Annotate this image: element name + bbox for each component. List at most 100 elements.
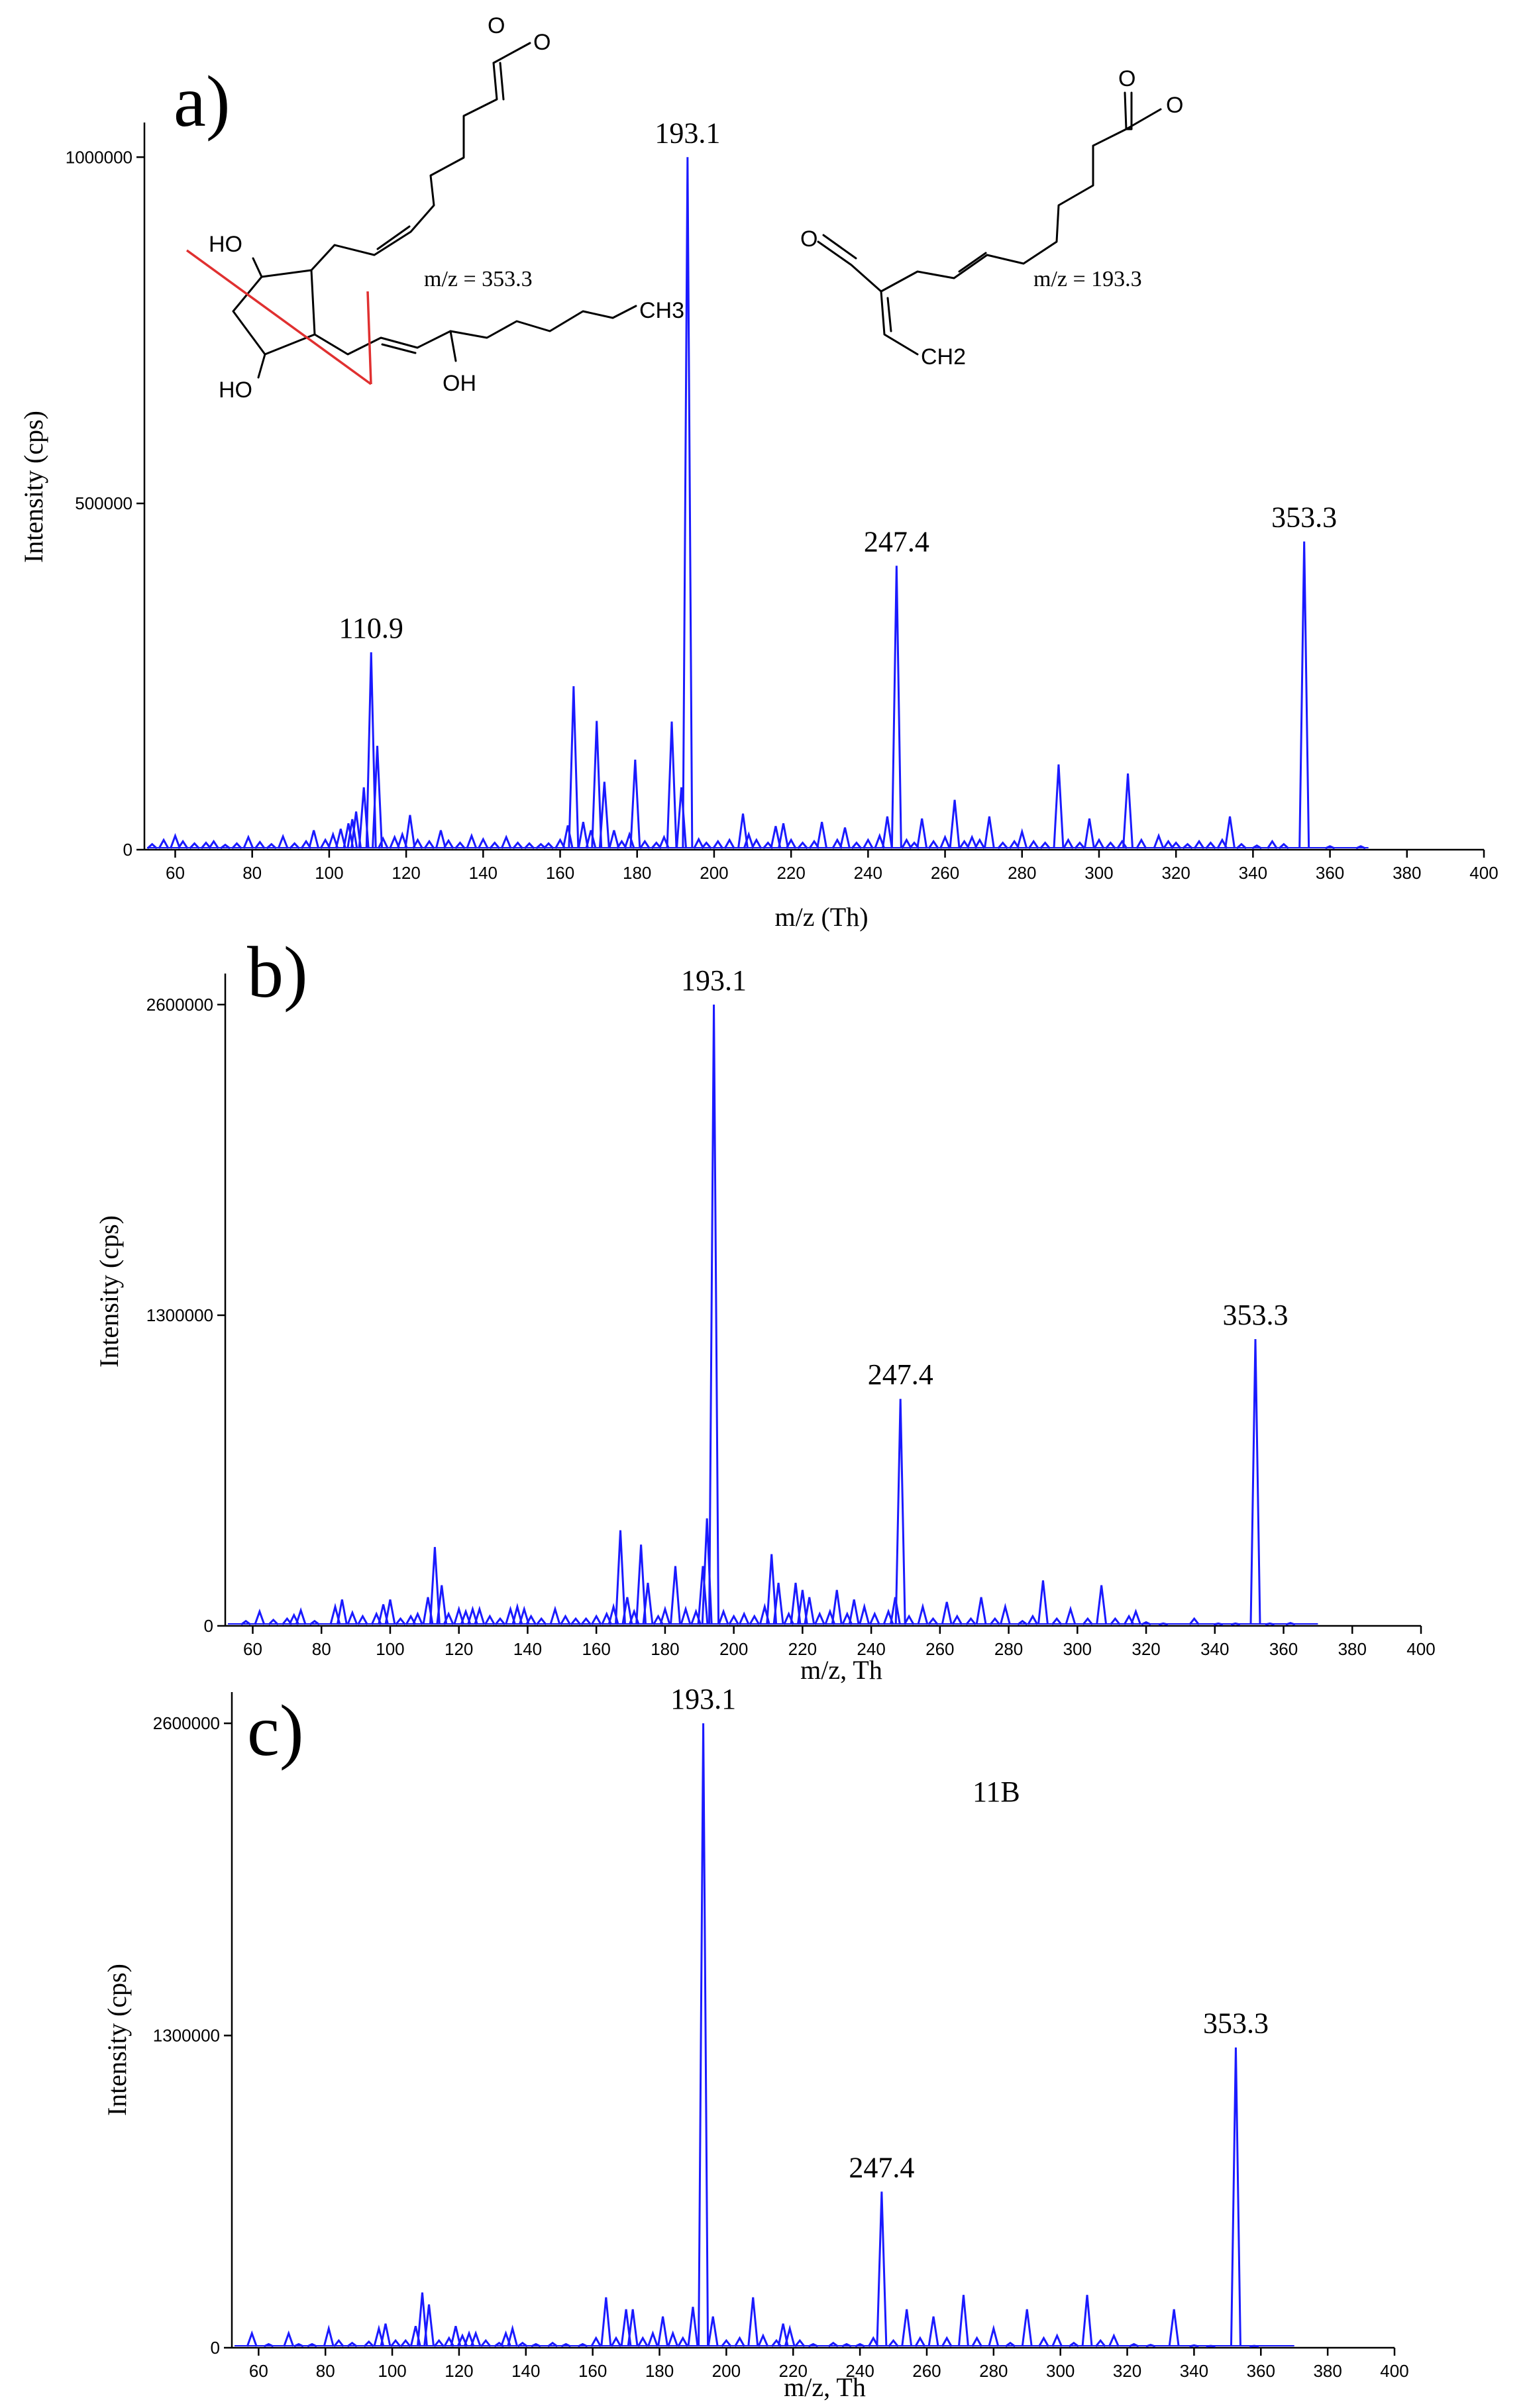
y-tick-label: 1300000 xyxy=(153,2026,220,2046)
spectrum-peak xyxy=(737,813,749,849)
spectrum-peak xyxy=(676,787,688,849)
spectrum-peak xyxy=(1224,816,1236,849)
spectrum-peak xyxy=(1027,839,1039,849)
spectrum-peak xyxy=(389,834,401,849)
spectrum-peak xyxy=(881,816,893,849)
spectrum-peak xyxy=(863,838,874,849)
spectrum-peak xyxy=(512,841,523,849)
spectrum-peak xyxy=(851,841,863,849)
spectrum-peak xyxy=(770,826,782,849)
spectrum-peak xyxy=(888,2338,899,2347)
spectrum-peak xyxy=(687,2307,699,2347)
spectrum-peak xyxy=(816,821,828,849)
spectrum-peak xyxy=(1267,839,1278,849)
trans-double-bond-a xyxy=(381,343,417,354)
carboxylate-o-label-a: O xyxy=(533,30,551,55)
peak-label: 193.1 xyxy=(681,964,747,997)
spectrum-peak xyxy=(1249,1339,1261,1625)
spectrum-peak xyxy=(295,1607,307,1625)
spectrum-peak xyxy=(577,821,589,849)
spectrum-peak xyxy=(570,1617,582,1625)
x-tick-label: 320 xyxy=(1113,2361,1141,2381)
peak-label: 193.1 xyxy=(655,117,720,149)
fragment-mz-label: m/z = 193.3 xyxy=(1033,267,1142,291)
y-tick-label: 0 xyxy=(123,840,132,860)
spectrum-peak xyxy=(743,831,755,849)
panel-b-axes: 60 80 100 120 140 160 180 200 220 240 260 280 300 320… xyxy=(146,974,1436,1659)
x-tick-label: 200 xyxy=(700,863,728,883)
precursor-mz-label: m/z = 353.3 xyxy=(424,267,533,291)
spectrum-peak xyxy=(965,1617,976,1625)
spectrum-peak xyxy=(839,827,851,849)
spectrum-peak xyxy=(346,819,358,849)
x-tick-label: 60 xyxy=(249,2361,268,2381)
sample-annotation-11b: 11B xyxy=(973,1776,1020,1808)
spectrum-peak xyxy=(268,1618,279,1626)
spectrum-peak xyxy=(580,1617,592,1625)
panel-a-axes: 60 80 100 120 140 160 180 200 220 240 260 280 300 320… xyxy=(66,123,1499,883)
spectrum-peak xyxy=(894,1399,906,1625)
spectrum-peak xyxy=(357,1614,368,1625)
spectrum-peak xyxy=(435,830,447,849)
x-tick-label: 260 xyxy=(925,1639,954,1659)
spectrum-peak xyxy=(346,1610,358,1625)
spectrum-peak xyxy=(669,1566,681,1625)
spectrum-peak xyxy=(158,838,170,849)
spectrum-peak xyxy=(983,816,995,849)
spectrum-peak xyxy=(518,1605,530,1625)
spectrum-peak xyxy=(682,157,694,849)
spectrum-peak xyxy=(677,2336,689,2347)
spectrum-peak xyxy=(372,746,384,849)
spectrum-peak xyxy=(549,1605,561,1625)
spectrum-peak xyxy=(890,566,902,849)
x-tick-label: 240 xyxy=(845,2361,874,2381)
spectrum-peak xyxy=(1027,1614,1039,1625)
panel-b-peak-labels: 193.1 247.4 353.3 xyxy=(681,964,1288,1391)
spectrum-peak xyxy=(951,1614,963,1625)
spectrum-peak xyxy=(708,1004,720,1625)
spectrum-peak xyxy=(327,831,339,849)
spectrum-peak xyxy=(590,2336,602,2347)
spectrum-peak xyxy=(400,2338,411,2347)
spectrum-peak xyxy=(146,842,158,850)
y-tick-label: 1000000 xyxy=(66,147,132,167)
spectrum-peak xyxy=(647,2330,658,2347)
x-tick-label: 100 xyxy=(315,863,343,883)
spectrum-panel-c: c) 11B 60 80 100 120 140 160 180 200 220 240 260 28… xyxy=(102,1683,1409,2402)
panel-a-y-axis-label: Intensity (cps) xyxy=(19,411,48,563)
spectrum-peak xyxy=(1037,1580,1049,1625)
spectrum-peak xyxy=(1135,838,1147,849)
spectrum-panel-b: b) 60 80 100 120 140 160 180 200 220 240 260 280 300… xyxy=(94,932,1436,1685)
fragment-double-bonds xyxy=(822,234,987,332)
spectrum-peak xyxy=(614,1530,626,1625)
spectrum-peak xyxy=(390,2338,401,2347)
oh-label-ring-top: HO xyxy=(209,232,242,257)
x-tick-label: 140 xyxy=(469,863,498,883)
y-tick-label: 0 xyxy=(204,1616,213,1636)
spectrum-peak xyxy=(1063,838,1074,849)
aldehyde-o-label: O xyxy=(800,226,817,252)
spectrum-peak xyxy=(189,842,200,850)
ch3-label: CH3 xyxy=(639,298,684,323)
spectrum-peak xyxy=(999,1603,1011,1625)
spectrum-peak xyxy=(975,1597,987,1625)
spectrum-peak xyxy=(404,815,416,849)
spectrum-peak xyxy=(380,2323,392,2347)
x-tick-label: 280 xyxy=(994,1639,1023,1659)
spectrum-peak xyxy=(308,830,320,849)
spectrum-peak xyxy=(598,781,610,849)
peak-label: 353.3 xyxy=(1222,1299,1288,1331)
spectrum-peak xyxy=(1168,2309,1180,2347)
panel-c-y-axis-label: Intensity (cps) xyxy=(102,1964,132,2116)
spectrum-peak xyxy=(1193,839,1205,849)
spectrum-peak xyxy=(917,1603,929,1625)
spectrum-peak xyxy=(242,834,254,849)
spectrum-peak xyxy=(1038,2336,1049,2347)
spectrum-panel-a: a) 60 80 100 120 140 160 180 200 220 240 260 280 300… xyxy=(19,13,1499,932)
spectrum-peak xyxy=(590,1614,602,1625)
spectrum-peak xyxy=(336,1599,348,1625)
x-tick-label: 300 xyxy=(1046,2361,1075,2381)
y-tick-label: 0 xyxy=(211,2338,220,2358)
spectrum-peak xyxy=(989,1617,1001,1625)
spectrum-peak xyxy=(721,2338,732,2347)
